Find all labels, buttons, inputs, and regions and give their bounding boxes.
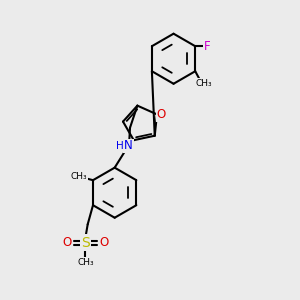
Text: CH₃: CH₃ [195,79,212,88]
Text: CH₃: CH₃ [77,258,94,267]
Text: O: O [62,236,72,249]
Text: CH₃: CH₃ [71,172,88,181]
Text: N: N [124,140,133,152]
Text: H: H [116,141,123,151]
Text: O: O [99,236,108,249]
Text: F: F [204,40,211,53]
Text: S: S [81,236,90,250]
Text: O: O [157,108,166,121]
